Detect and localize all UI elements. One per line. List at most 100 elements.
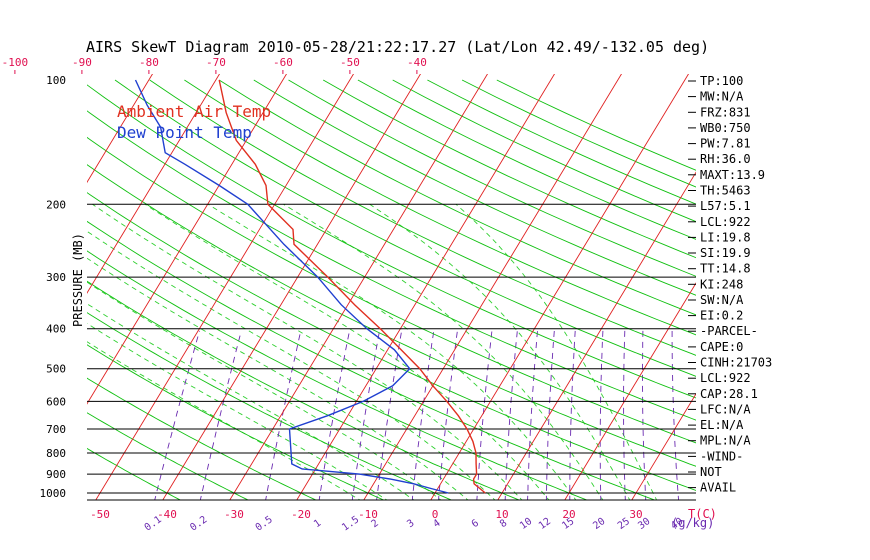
mixing-ratio-line [154,330,200,500]
top-temp-label: -80 [139,56,159,69]
stats-item: LCL:922 [700,215,751,229]
bottom-temp-label: -50 [90,508,110,521]
pressure-tick-label: 1000 [40,487,67,500]
temperature-unit-label: T(C) [688,507,717,521]
top-temp-label: -100 [2,56,29,69]
mixing-ratio-line [376,330,403,500]
profile-series [134,79,486,494]
stats-item: WB0:750 [700,121,751,135]
isotherms [87,74,696,500]
stats-item: MPL:N/A [700,434,751,448]
dry-adiabat-line [288,79,696,277]
stats-item: CINH:21703 [700,356,772,370]
mixing-ratio-line [265,330,302,500]
bottom-temp-label: -30 [224,508,244,521]
isotherm-line [162,74,421,500]
dry-adiabat-line [87,192,696,491]
stats-item: EI:0.2 [700,309,743,323]
isotherm-line [87,74,287,405]
pressure-tick-label: 200 [46,198,66,211]
y-axis-label: PRESSURE (MB) [71,233,85,327]
dry-adiabat-line [87,344,385,500]
mixing-ratio-line [318,330,350,500]
stats-item: EL:N/A [700,418,744,432]
pressure-tick-label: 900 [46,468,66,481]
moist-adiabat-line [283,203,604,500]
bottom-temp-label: 30 [629,508,642,521]
stats-item: LFC:N/A [700,402,751,416]
pressure-tick-labels: 100 200 300 400 500 600 700 800 900 1000 [40,74,67,500]
stats-item: TP:100 [700,74,743,88]
stats-item: KI:248 [700,277,743,291]
bottom-temp-label: -20 [291,508,311,521]
isotherm-line [430,74,689,500]
mixing-ratio-label: 4 [431,518,442,530]
top-temp-label: -90 [72,56,92,69]
legend-item-dew-point: Dew Point Temp [117,123,252,142]
chart-title: AIRS SkewT Diagram 2010-05-28/21:22:17.2… [86,38,709,56]
dry-adiabat-line [87,412,250,500]
pressure-tick-label: 400 [46,323,66,336]
isotherm-line [564,282,696,500]
legend-item-air-temp: Ambient Air Temp [117,102,271,121]
top-temp-label: -60 [273,56,293,69]
stats-item: -PARCEL- [700,324,758,338]
dry-adiabat-line [322,79,696,259]
bottom-temp-label: -10 [358,508,378,521]
dry-adiabat-line [87,164,696,467]
moist-adiabat-line [87,322,388,500]
dry-adiabat-line [218,79,696,316]
dry-adiabat-line [87,377,317,500]
moist-adiabat-line [144,203,550,500]
mixing-ratio-line [351,330,380,500]
mixing-ratio-line [199,330,242,500]
mixing-ratio-line [476,330,493,500]
stats-item: AVAIL [700,481,736,495]
bottom-temp-label: 20 [562,508,575,521]
pressure-tick-label: 300 [46,271,66,284]
moist-adiabat-line [87,303,415,500]
moist-adiabat-line [87,230,496,500]
stats-item: FRZ:831 [700,105,751,119]
isotherm-line [363,74,622,500]
pressure-tick-label: 500 [46,363,66,376]
pressure-tick-label: 100 [46,74,66,87]
stats-item: MW:N/A [700,90,744,104]
isotherm-line [87,74,220,294]
mixing-ratio-label: 2 [370,518,381,530]
stats-item: L57:5.1 [700,199,751,213]
dry-adiabat-line [87,250,589,500]
dry-adiabat-line [87,280,521,500]
stats-item: PW:7.81 [700,137,751,151]
dry-adiabat-line [87,136,696,444]
stats-item: CAP:28.1 [700,387,758,401]
mixing-ratio-line [438,330,458,500]
top-temperature-labels: -120-110-100-90-80-70-60-50-40 [2,56,427,74]
stats-item: TH:5463 [700,184,751,198]
stats-item: LCL:922 [700,371,751,385]
mixing-ratio-label: 3 [405,518,416,530]
dry-adiabats [87,79,696,500]
stats-item: NOT [700,465,722,479]
mixing-ratio-label: 1 [312,518,323,530]
stats-item: TT:14.8 [700,262,751,276]
dry-adiabat-line [184,79,696,336]
dry-adiabat-line [253,79,696,296]
bottom-temperature-labels: -50 -40 -30 -20 -10 0 10 20 30 [90,508,643,521]
isotherm-line [95,74,354,500]
stats-item: SI:19.9 [700,246,751,260]
pressure-tick-label: 600 [46,395,66,408]
top-temp-label: -40 [407,56,427,69]
mixing-ratio-label: 6 [470,518,481,530]
mixing-ratio-line [411,330,435,500]
mixing-ratio-lines [154,330,680,500]
isobars [87,203,696,501]
ambient-air-temp-line [218,79,486,494]
bottom-temp-label: -40 [157,508,177,521]
bottom-temp-label: 0 [432,508,439,521]
dry-adiabat-line [87,220,656,500]
isotherm-line [87,74,153,184]
dry-adiabat-line [87,84,696,399]
